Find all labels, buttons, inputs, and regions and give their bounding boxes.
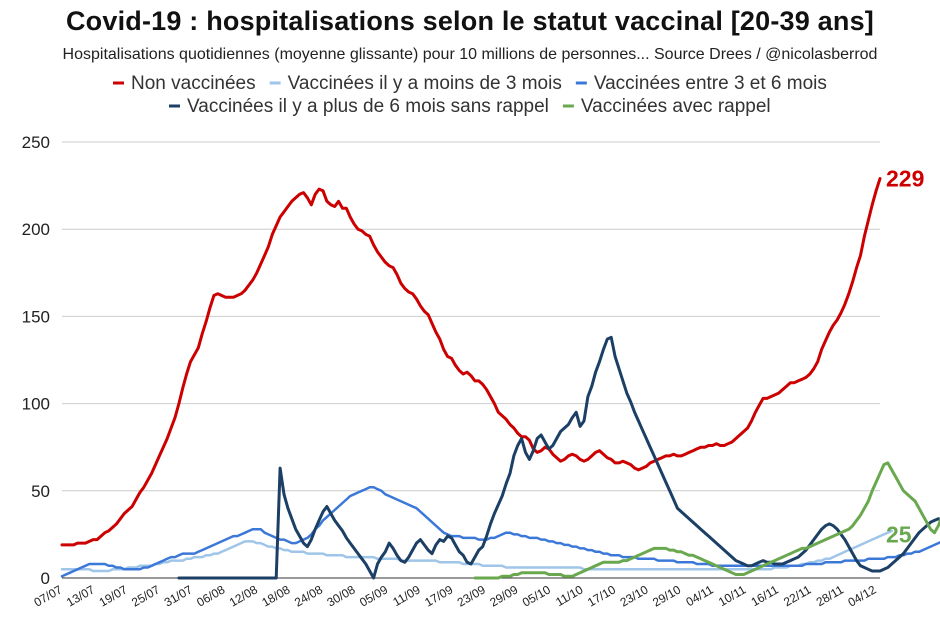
legend-row: Vaccinées il y a plus de 6 mois sans rap… bbox=[169, 96, 771, 117]
y-tick-label: 50 bbox=[31, 482, 50, 501]
x-axis-ticks: 07/07 13/07 19/07 25/07 31/07 06/08 12/08 18/08… bbox=[31, 582, 878, 609]
series-line-non-vaccinees bbox=[60, 177, 882, 547]
y-tick-label: 200 bbox=[22, 220, 50, 239]
legend: Non vaccinées Vaccinées il y a moins de 3… bbox=[113, 73, 827, 117]
legend-label: Vaccinées il y a plus de 6 mois sans rap… bbox=[187, 96, 549, 117]
series-line-vaccinees-entre-3-et-6-mois bbox=[60, 486, 940, 578]
end-label-non-vaccinees: 229 bbox=[886, 166, 924, 192]
x-tick-label: 11/10 bbox=[553, 582, 586, 609]
x-tick-label: 18/08 bbox=[259, 582, 292, 609]
x-tick-label: 22/11 bbox=[781, 582, 814, 609]
end-labels: 229 25 bbox=[886, 166, 924, 548]
x-tick-label: 23/09 bbox=[455, 582, 488, 609]
x-tick-label: 05/10 bbox=[520, 582, 553, 609]
x-tick-label: 17/09 bbox=[422, 582, 455, 609]
legend-item-vaccinees-avec-rappel: Vaccinées avec rappel bbox=[562, 96, 771, 117]
x-tick-label: 11/09 bbox=[390, 582, 423, 609]
y-axis-ticks: 0 50 100 150 200 250 bbox=[22, 133, 50, 588]
chart-subtitle: Hospitalisations quotidiennes (moyenne g… bbox=[62, 46, 878, 63]
x-tick-label: 19/07 bbox=[97, 582, 130, 609]
x-tick-label: 29/09 bbox=[487, 582, 520, 609]
x-tick-label: 23/10 bbox=[618, 582, 651, 609]
legend-item-vaccinees-il-y-a-moins-de-3-mois: Vaccinées il y a moins de 3 mois bbox=[269, 73, 562, 94]
x-tick-label: 28/11 bbox=[814, 582, 847, 609]
x-tick-label: 12/08 bbox=[227, 582, 260, 609]
x-tick-label: 04/12 bbox=[845, 582, 878, 609]
series-lines bbox=[60, 177, 940, 580]
x-tick-label: 06/08 bbox=[194, 582, 227, 609]
x-tick-label: 24/08 bbox=[292, 582, 325, 609]
y-tick-label: 0 bbox=[41, 569, 50, 588]
legend-item-vaccinees-il-y-a-plus-de-6-mois-sans-rappel: Vaccinées il y a plus de 6 mois sans rap… bbox=[169, 96, 549, 117]
chart-title: Covid-19 : hospitalisations selon le sta… bbox=[65, 6, 875, 36]
series-line-vaccinees-avec-rappel bbox=[473, 461, 940, 580]
x-tick-label: 31/07 bbox=[162, 582, 195, 609]
x-tick-label: 04/11 bbox=[683, 582, 716, 609]
legend-label: Non vaccinées bbox=[131, 73, 256, 94]
legend-item-vaccinees-entre-3-et-6-mois: Vaccinées entre 3 et 6 mois bbox=[575, 73, 827, 94]
x-tick-label: 25/07 bbox=[129, 582, 162, 609]
x-tick-label: 13/07 bbox=[64, 582, 97, 609]
end-label-vaccinees-avec-rappel: 25 bbox=[886, 521, 912, 547]
y-tick-label: 150 bbox=[22, 307, 50, 326]
legend-label: Vaccinées entre 3 et 6 mois bbox=[594, 73, 827, 94]
series-line-vaccinees-il-y-a-plus-de-6-mois-sans-rappel bbox=[177, 335, 940, 580]
grid-lines bbox=[62, 141, 880, 579]
x-tick-label: 10/11 bbox=[716, 582, 749, 609]
legend-label: Vaccinées avec rappel bbox=[581, 96, 771, 117]
x-tick-label: 16/11 bbox=[749, 582, 782, 609]
x-tick-label: 17/10 bbox=[585, 582, 618, 609]
x-tick-label: 29/10 bbox=[650, 582, 683, 609]
y-tick-label: 100 bbox=[22, 395, 50, 414]
legend-label: Vaccinées il y a moins de 3 mois bbox=[288, 73, 562, 94]
x-tick-label: 05/09 bbox=[357, 582, 390, 609]
y-tick-label: 250 bbox=[22, 133, 50, 152]
x-tick-label: 30/08 bbox=[325, 582, 358, 609]
legend-item-non-vaccinees: Non vaccinées bbox=[113, 73, 256, 94]
legend-row: Non vaccinées Vaccinées il y a moins de 3… bbox=[113, 73, 827, 94]
